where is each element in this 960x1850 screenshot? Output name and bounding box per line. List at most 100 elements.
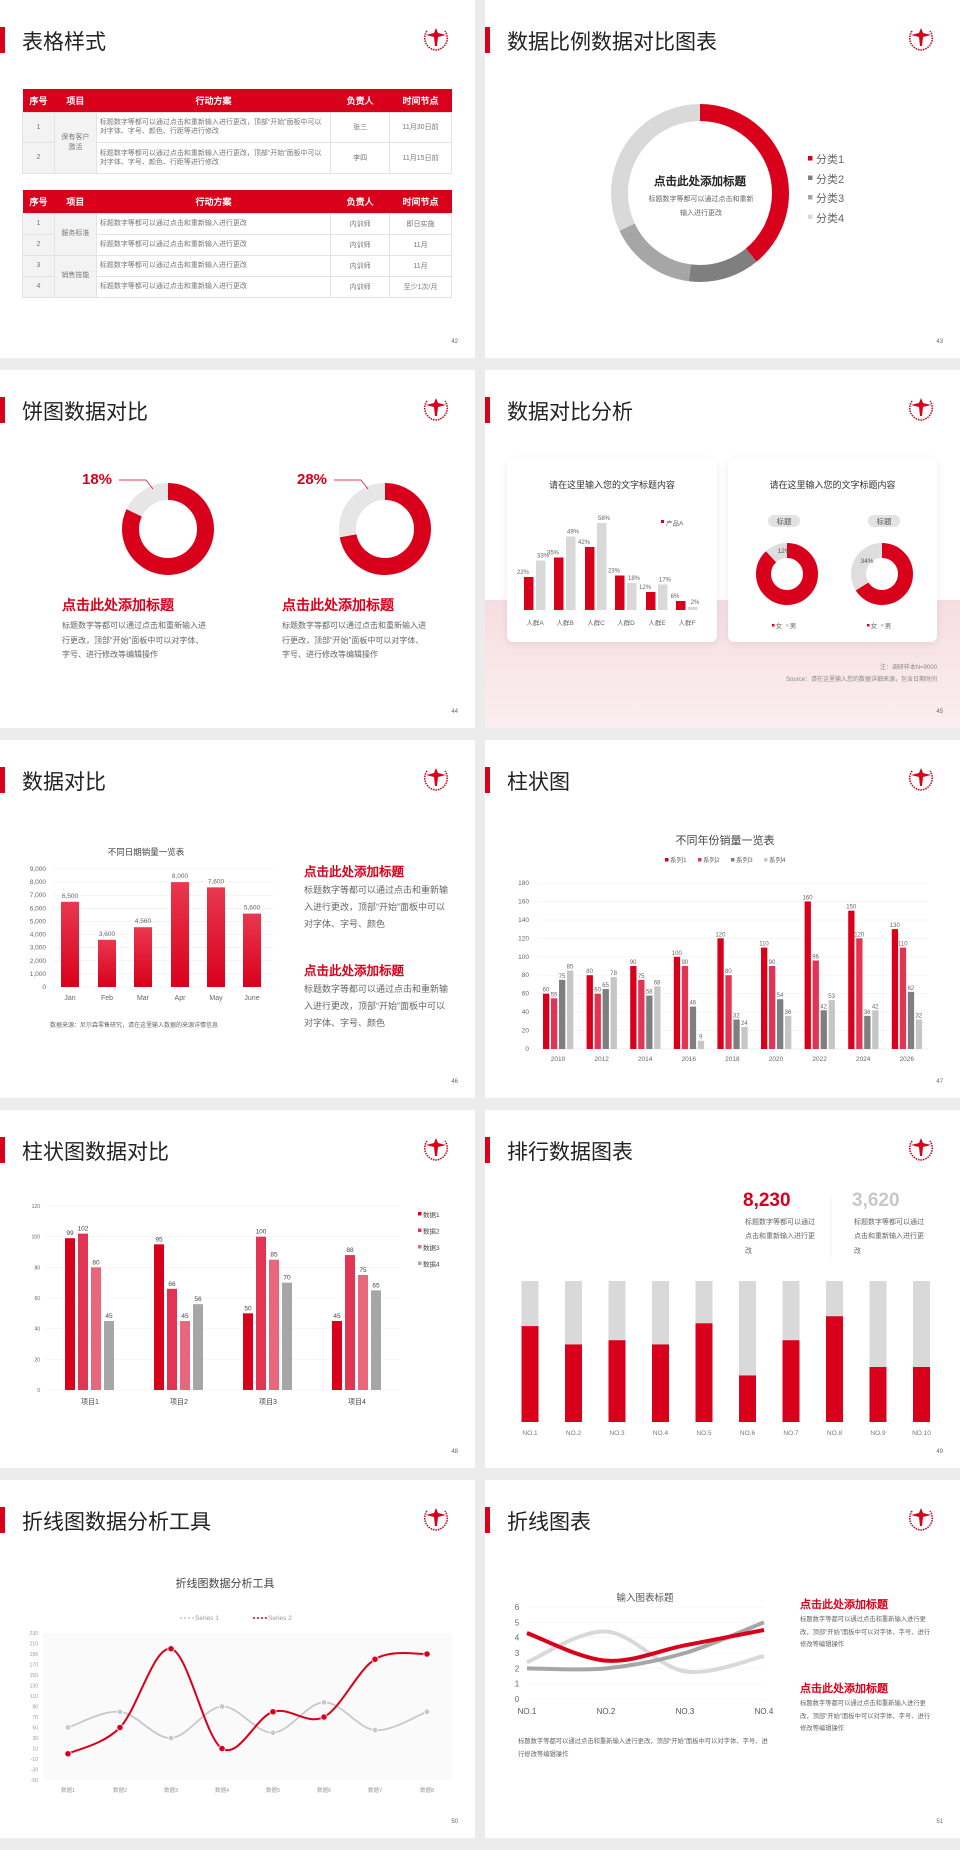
bar: [180, 1321, 190, 1390]
bar: [610, 977, 617, 1049]
bar-value-label: 17%: [659, 578, 672, 584]
bar: [602, 989, 609, 1049]
block-heading: 点击此处添加标题: [282, 597, 394, 613]
bar-value-label: 85: [270, 1252, 278, 1259]
slide-48[interactable]: 0 20 40 60 80 100 120 99 102 80 45 项目1 95 66 45 56 项目2 50…: [0, 1110, 475, 1468]
table-row[interactable]: 2 标题数字等都可以通过点击和重新输入进行更改 内训师 11月: [22, 233, 452, 256]
block-heading: 点击此处添加标题: [62, 597, 174, 613]
bar: [269, 1259, 279, 1390]
title-accent-bar: [0, 1137, 5, 1163]
action-plan-cell: 标题数字等都可以通过点击和重新输入进行更改，顶部“开始”面板中可以对字体、字号、…: [95, 142, 332, 174]
bar-value-label: 68: [654, 980, 661, 986]
slide-content: 不同日期销量一览表 0 1,000 2,000 3,000 4,000 5,000 6,000…: [0, 740, 475, 1098]
bar: [78, 1233, 88, 1390]
legend-label: 产品A: [666, 519, 684, 528]
slide-graphics: [119, 479, 431, 575]
bar: [848, 910, 855, 1049]
bar-value-label: 65: [372, 1282, 380, 1289]
slide-49[interactable]: NO.1 NO.2 NO.3 NO.4 NO.5 NO.6 NO.7 NO.8 NO.9 NO.1…: [485, 1110, 960, 1468]
table-row[interactable]: 1 保有客户激活 标题数字等都可以通过点击和重新输入进行更改，顶部“开始”面板中可以…: [22, 111, 452, 174]
title-accent-bar: [485, 1507, 490, 1533]
slide-content: 表格样式 42 序号 项目 行动方案 负责人 时间节点 1 保有客户激活 标题数字等都可以通过点击…: [0, 0, 475, 358]
legend-label: 男: [885, 622, 892, 630]
bar: [371, 1290, 381, 1390]
bar: [597, 523, 607, 610]
bar: [761, 947, 768, 1049]
owner-cell: 内训师: [330, 275, 391, 298]
bar-value-label: 65: [602, 983, 609, 989]
y-tick-label: 0: [525, 1046, 529, 1053]
legend-label: 系列1: [670, 855, 687, 864]
slide-title: 数据对比分析: [507, 401, 633, 424]
bar-value-label: 8,000: [172, 873, 189, 880]
logo-emblem: [906, 393, 936, 423]
stat-description: 标题数字等都可以通过点击和重新输入进行更改: [854, 1219, 924, 1255]
table-row[interactable]: 2 标题数字等都可以通过点击和重新输入进行更改，顶部“开始”面板中可以对字体、字号…: [22, 142, 452, 174]
chart-title: 折线图数据分析工具: [176, 1576, 275, 1590]
y-tick-label: 100: [518, 954, 529, 961]
table-row[interactable]: 4 标题数字等都可以通过点击和重新输入进行更改 内训师 至少1次/月: [22, 275, 452, 298]
gender-donut-1-segment-2: [756, 543, 818, 605]
slide-51[interactable]: 输入图表标题 0 1 2 3 4 5 6 NO.1 NO.2 NO.3 NO.4 折线图表 51 标题数字等…: [485, 1480, 960, 1838]
category-label: 2014: [638, 1056, 653, 1063]
row-number: 2: [22, 233, 55, 256]
table-row[interactable]: 1 服务标准 标题数字等都可以通过点击和重新输入进行更改 内训师 即日实施: [22, 212, 452, 256]
y-tick-label: 0: [42, 984, 46, 991]
bar-value-label: 75: [559, 974, 566, 980]
deadline-cell: 至少1次/月: [389, 275, 452, 298]
bar-value-label: 24: [741, 1021, 748, 1027]
legend-swatch: [418, 1228, 422, 1232]
slide-46[interactable]: 不同日期销量一览表 0 1,000 2,000 3,000 4,000 5,000 6,000…: [0, 740, 475, 1098]
data-point: [218, 1703, 226, 1710]
legend-swatch: [786, 624, 789, 627]
table-row[interactable]: 3 销售技能 标题数字等都可以通过点击和重新输入进行更改 内训师 11月: [22, 254, 452, 298]
owner-cell: 张三: [330, 111, 391, 143]
bar-value-label: 80: [92, 1259, 100, 1266]
block-description: 标题数字等都可以通过点击和重新输入进行更改，顶部“开始”面板中可以对字体、字号、…: [304, 885, 449, 929]
data-point: [423, 1708, 431, 1715]
leader-line: [119, 479, 154, 490]
slide-42[interactable]: 表格样式 42 序号 项目 行动方案 负责人 时间节点 1 保有客户激活 标题数字等都可以通过点击…: [0, 0, 475, 358]
category-label: 人群B: [556, 618, 573, 627]
legend-label: 数据4: [423, 1260, 440, 1269]
stat-description: 标题数字等都可以通过点击和重新输入进行更改: [745, 1219, 815, 1255]
category-label: 数据7: [368, 1786, 382, 1794]
legend-swatch: [698, 858, 702, 862]
bar: [782, 1340, 800, 1422]
y-tick-label: 120: [32, 1204, 41, 1210]
legend-label: 男: [790, 622, 797, 630]
bar-value-label: 54: [777, 993, 784, 999]
percent-label: 12%: [777, 548, 790, 555]
bar-value-label: 78: [610, 971, 617, 977]
category-label: June: [244, 995, 259, 1002]
row-number: 1: [22, 111, 55, 143]
slide-title: 折线图表: [507, 1511, 591, 1534]
category-label: NO.2: [597, 1707, 616, 1716]
legend-label: 分类2: [816, 173, 845, 186]
slide-47[interactable]: 不同年份销量一览表 系列1 系列2 系列3 系列4 0 20 40 60 80 100 120 140 1…: [485, 740, 960, 1098]
bar: [646, 995, 653, 1049]
slide-43[interactable]: 数据比例数据对比图表 43 分类1 分类2 分类3 分类4 点击此处添加标题 标题数字等都可以…: [485, 0, 960, 358]
data-point: [167, 1645, 175, 1653]
row-number: 1: [22, 212, 55, 235]
y-tick-label: 20: [34, 1357, 40, 1363]
bar: [697, 1040, 705, 1049]
y-tick-label: 80: [34, 1265, 40, 1271]
category-label: Mar: [137, 995, 150, 1002]
slide-45[interactable]: 数据对比分析 45 请在这里输入您的文字标题内容 请在这里输入您的文字标题内容 22% 3…: [485, 370, 960, 728]
category-label: 2012: [594, 1056, 609, 1063]
y-tick-label: 0: [515, 1695, 520, 1704]
slide-content: NO.1 NO.2 NO.3 NO.4 NO.5 NO.6 NO.7 NO.8 NO.9 NO.1…: [485, 1110, 960, 1468]
data-point: [269, 1708, 277, 1716]
category-label: 项目3: [259, 1398, 277, 1406]
y-tick-label: 40: [34, 1327, 40, 1333]
slide-50[interactable]: 折线图数据分析工具 -50 -30 -10 10 30 50 70 90 110 130 150 170…: [0, 1480, 475, 1838]
bar: [65, 1238, 75, 1390]
y-tick-label: 210: [30, 1642, 39, 1648]
bar: [167, 1288, 177, 1390]
slide-44[interactable]: 饼图数据对比 44 18% 点击此处添加标题 标题数字等都可以通过点击和重新输入进行更改…: [0, 370, 475, 728]
bar: [725, 975, 732, 1049]
category-label: 2026: [900, 1056, 915, 1063]
column-header: 项目: [54, 190, 97, 213]
card-title: 请在这里输入您的文字标题内容: [769, 480, 896, 490]
